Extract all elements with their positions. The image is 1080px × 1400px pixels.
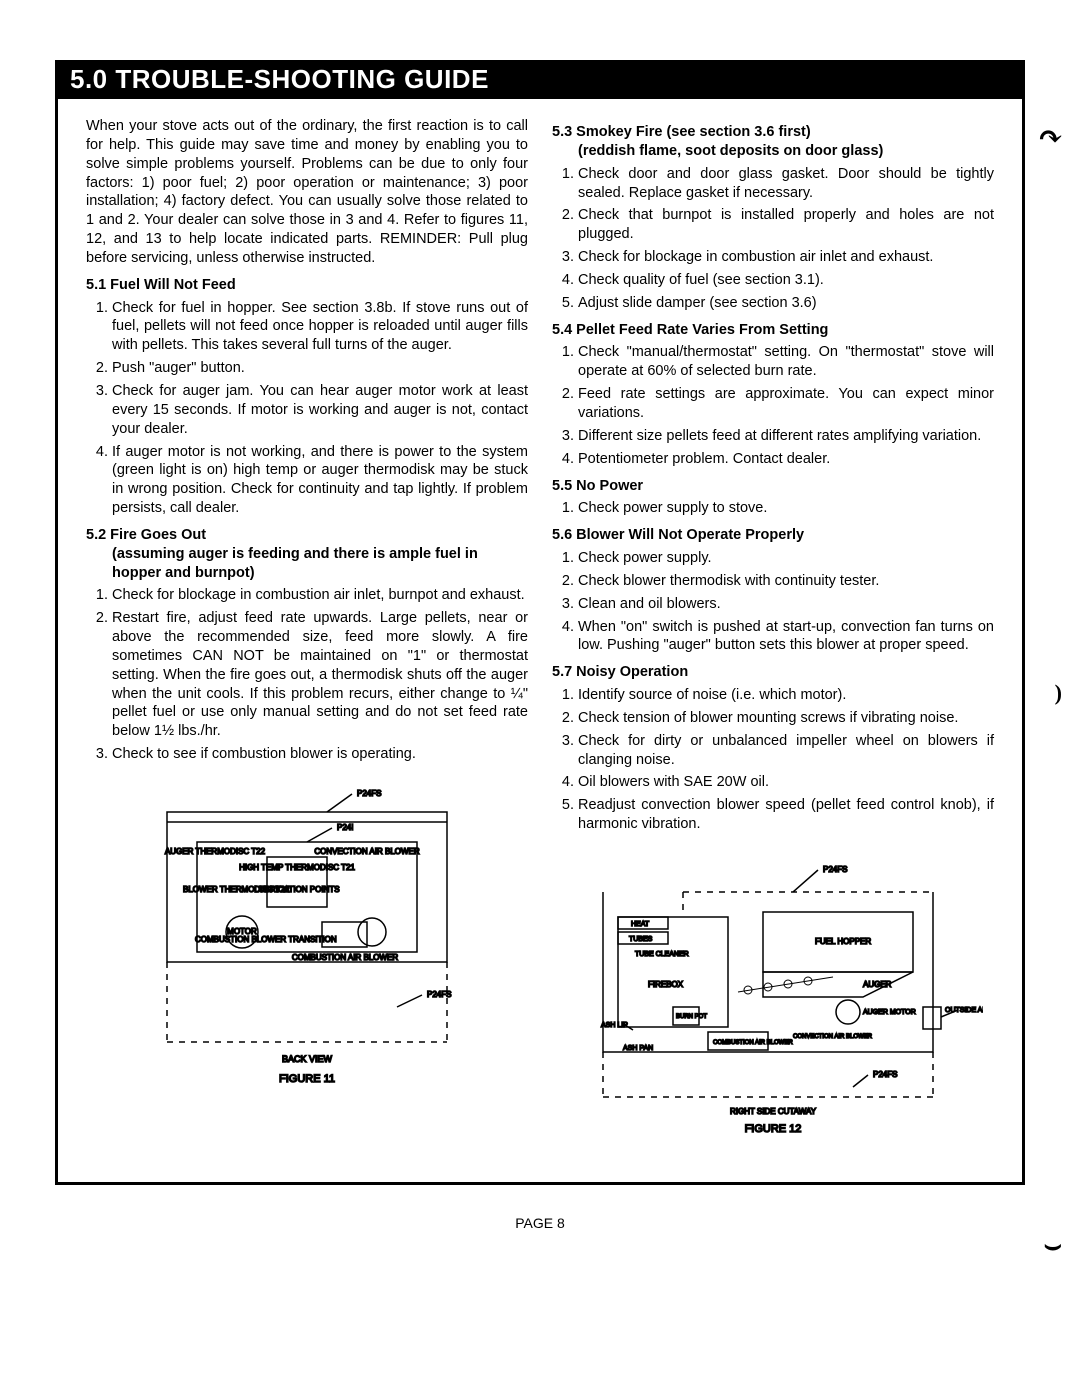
section-5-3-list: Check door and door glass gasket. Door s… [552,165,994,313]
left-column: When your stove acts out of the ordinary… [86,117,528,1152]
list-item: Potentiometer problem. Contact dealer. [578,450,994,469]
svg-text:COMBUSTION BLOWER TRANSITION: COMBUSTION BLOWER TRANSITION [195,935,337,944]
list-item: Check for blockage in combustion air inl… [112,586,528,605]
svg-text:TUBES: TUBES [629,936,653,943]
list-item: Check tension of blower mounting screws … [578,709,994,728]
right-column: 5.3 Smokey Fire (see section 3.6 first) … [552,117,994,1152]
section-5-3-title-text: 5.3 Smokey Fire (see section 3.6 first) [552,124,811,140]
svg-text:P24FS: P24FS [427,990,451,999]
list-item: Push "auger" button. [112,359,528,378]
section-5-7-title: 5.7 Noisy Operation [552,663,994,682]
svg-text:COMBUSTION AIR BLOWER: COMBUSTION AIR BLOWER [713,1040,793,1046]
page-number: PAGE 8 [55,1215,1025,1231]
list-item: Check to see if combustion blower is ope… [112,745,528,764]
svg-text:CONVECTION AIR BLOWER: CONVECTION AIR BLOWER [793,1034,873,1040]
list-item: If auger motor is not working, and there… [112,443,528,518]
section-5-2-title-text: 5.2 Fire Goes Out [86,527,206,543]
svg-text:P24FS: P24FS [823,865,847,874]
svg-text:RIGHT SIDE CUTAWAY: RIGHT SIDE CUTAWAY [730,1107,817,1116]
list-item: Adjust slide damper (see section 3.6) [578,294,994,313]
section-5-4-list: Check "manual/thermostat" setting. On "t… [552,343,994,468]
svg-text:CONVECTION AIR BLOWER: CONVECTION AIR BLOWER [314,847,420,856]
section-5-2-list: Check for blockage in combustion air inl… [86,586,528,764]
list-item: When "on" switch is pushed at start-up, … [578,618,994,656]
list-item: Check power supply to stove. [578,499,994,518]
svg-text:P24FS: P24FS [873,1070,897,1079]
svg-text:FIGURE 12: FIGURE 12 [745,1123,802,1135]
svg-text:FIREBOX: FIREBOX [648,980,684,989]
list-item: Check door and door glass gasket. Door s… [578,165,994,203]
content-frame: 5.0 TROUBLE-SHOOTING GUIDE When your sto… [55,60,1025,1185]
section-5-1-title: 5.1 Fuel Will Not Feed [86,276,528,295]
svg-text:HIGH TEMP THERMODISC T21: HIGH TEMP THERMODISC T21 [239,863,355,872]
list-item: Check quality of fuel (see section 3.1). [578,271,994,290]
page-curl-top: ↷ [1039,120,1062,154]
section-5-3-subtitle: (reddish flame, soot deposits on door gl… [578,142,994,161]
section-5-5-title: 5.5 No Power [552,477,994,496]
list-item: Restart fire, adjust feed rate upwards. … [112,609,528,741]
section-header: 5.0 TROUBLE-SHOOTING GUIDE [58,60,1022,99]
svg-text:AUGER THERMODISC T22: AUGER THERMODISC T22 [165,847,266,856]
svg-text:TUBE CLEANER: TUBE CLEANER [635,951,689,958]
intro-paragraph: When your stove acts out of the ordinary… [86,117,528,268]
svg-text:ASH PAN: ASH PAN [623,1045,653,1052]
list-item: Oil blowers with SAE 20W oil. [578,773,994,792]
svg-text:AUGER MOTOR: AUGER MOTOR [863,1009,916,1016]
svg-text:P24I: P24I [337,823,353,832]
section-5-6-title: 5.6 Blower Will Not Operate Properly [552,526,994,545]
svg-text:BACK VIEW: BACK VIEW [282,1054,333,1064]
svg-text:AUGER: AUGER [863,980,892,989]
list-item: Check that burnpot is installed properly… [578,206,994,244]
section-5-1-list: Check for fuel in hopper. See section 3.… [86,299,528,518]
section-5-2-subtitle: (assuming auger is feeding and there is … [112,545,528,583]
page-curl-mid: ) [1055,680,1062,706]
list-item: Check for auger jam. You can hear auger … [112,382,528,439]
list-item: Check power supply. [578,549,994,568]
svg-text:COMBUSTION AIR BLOWER: COMBUSTION AIR BLOWER [292,953,398,962]
list-item: Check for blockage in combustion air inl… [578,248,994,267]
list-item: Check blower thermodisk with continuity … [578,572,994,591]
section-5-5-list: Check power supply to stove. [552,499,994,518]
list-item: Clean and oil blowers. [578,595,994,614]
svg-text:P24FS: P24FS [357,789,381,798]
list-item: Readjust convection blower speed (pellet… [578,796,994,834]
list-item: Check for fuel in hopper. See section 3.… [112,299,528,356]
section-5-7-list: Identify source of noise (i.e. which mot… [552,686,994,834]
svg-text:MOTOR: MOTOR [227,927,257,936]
section-5-3-title: 5.3 Smokey Fire (see section 3.6 first) … [552,123,994,161]
list-item: Different size pellets feed at different… [578,427,994,446]
figure-11: P24FS P24I AUGER THERMODISC T22 CONVEC [86,782,528,1092]
list-item: Feed rate settings are approximate. You … [578,385,994,423]
svg-text:ASH LIP: ASH LIP [601,1022,628,1029]
section-5-2-title: 5.2 Fire Goes Out (assuming auger is fee… [86,526,528,583]
list-item: Identify source of noise (i.e. which mot… [578,686,994,705]
section-5-4-title: 5.4 Pellet Feed Rate Varies From Setting [552,321,994,340]
list-item: Check "manual/thermostat" setting. On "t… [578,343,994,381]
svg-text:BURN POT: BURN POT [676,1014,707,1020]
svg-text:FUEL HOPPER: FUEL HOPPER [815,937,871,946]
section-5-6-list: Check power supply. Check blower thermod… [552,549,994,655]
list-item: Check for dirty or unbalanced impeller w… [578,732,994,770]
page-curl-bottom: ⌣ [1044,1230,1062,1262]
svg-text:LUBRICATION POINTS: LUBRICATION POINTS [254,885,339,894]
svg-text:HEAT: HEAT [631,921,650,928]
figure-12: P24FS HEAT TUBES TUBE CLEANER FIREBOX BU [552,852,994,1152]
svg-text:FIGURE 11: FIGURE 11 [279,1073,335,1085]
